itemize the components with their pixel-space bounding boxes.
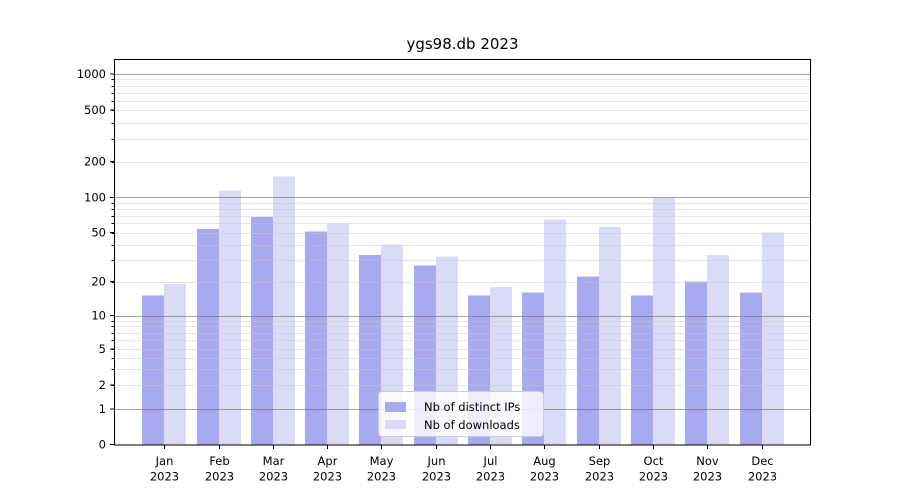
y-tick-label: 1000 [77,67,106,81]
y-tick-label: 500 [84,103,106,117]
bar-sep-downloads [599,226,621,445]
bar-jan-downloads [164,284,186,445]
minor-gridlines [114,79,811,386]
x-tick-label-year: 2023 [693,470,722,484]
x-axis: Jan 2023 Feb 2023 Mar 2023 Apr 2023 May 2023 Jun 20… [150,445,777,484]
x-tick-label-year: 2023 [476,470,505,484]
series-downloads [164,176,784,445]
x-tick-label-month: Feb [209,454,229,468]
x-tick-label-month: Apr [318,454,338,468]
bar-feb-downloads [219,190,241,445]
chart-title: ygs98.db 2023 [406,35,519,53]
x-tick-label-year: 2023 [639,470,668,484]
y-tick-label: 1 [99,402,106,416]
x-tick-label-month: Sep [589,454,611,468]
legend: Nb of distinct IPs Nb of downloads [378,391,544,437]
legend-label-downloads: Nb of downloads [424,417,520,432]
plot-border [113,58,812,446]
x-tick-label-month: Dec [751,454,773,468]
y-tick-label: 200 [84,155,106,169]
bar-nov-distinct-ips [685,281,707,445]
y-axis: 0 1 2 5 10 20 50 100 200 500 1000 [77,67,114,452]
x-tick-label-month: Mar [263,454,285,468]
bar-sep-distinct-ips [577,276,599,445]
bar-feb-distinct-ips [197,228,219,445]
y-tick-label: 10 [91,309,106,323]
x-tick-label-month: Nov [696,454,719,468]
legend-item-distinct-ips: Nb of distinct IPs [385,399,543,415]
y-tick-label: 50 [91,226,106,240]
bar-mar-distinct-ips [251,217,273,445]
bar-jan-distinct-ips [142,295,164,445]
x-tick-label-year: 2023 [530,470,559,484]
x-tick-label-month: Jun [427,454,446,468]
y-tick-label: 0 [99,438,106,452]
x-tick-label-year: 2023 [205,470,234,484]
x-tick-label-year: 2023 [422,470,451,484]
x-tick-label-year: 2023 [313,470,342,484]
bar-apr-distinct-ips [305,231,327,445]
bar-oct-downloads [653,197,675,445]
bar-may-distinct-ips [359,254,381,445]
bar-nov-downloads [707,254,729,445]
bar-dec-downloads [762,232,784,445]
bar-apr-downloads [327,223,349,445]
x-tick-label-year: 2023 [150,470,179,484]
x-tick-label-month: Oct [644,454,664,468]
x-tick-label-year: 2023 [259,470,288,484]
legend-label-distinct-ips: Nb of distinct IPs [424,400,521,414]
x-tick-label-month: Jan [155,454,174,468]
y-tick-label: 5 [99,342,106,356]
legend-swatch-distinct-ips-icon [385,402,406,412]
y-tick-label: 2 [99,378,106,392]
x-tick-label-month: May [370,454,394,468]
bar-mar-downloads [273,176,295,445]
x-tick-label-month: Jul [483,454,498,468]
legend-item-downloads: Nb of downloads [385,417,543,433]
y-tick-label: 100 [84,190,106,204]
legend-swatch-downloads-icon [385,419,406,430]
bar-aug-downloads [544,219,566,445]
x-tick-label-month: Aug [533,454,555,468]
y-tick-label: 20 [91,275,106,289]
x-tick-label-year: 2023 [367,470,396,484]
x-tick-label-year: 2023 [748,470,777,484]
bar-oct-distinct-ips [631,295,653,445]
x-tick-label-year: 2023 [585,470,614,484]
bar-dec-distinct-ips [740,292,762,445]
